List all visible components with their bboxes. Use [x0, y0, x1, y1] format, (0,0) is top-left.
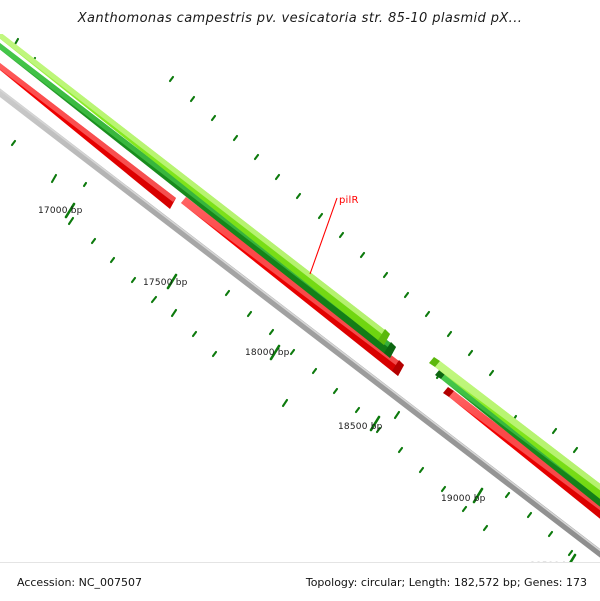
- ruler-tick-label: 17000 bp: [38, 206, 83, 216]
- ruler-backbone: [0, 88, 600, 558]
- gene-label-pilR[interactable]: pilR: [339, 195, 359, 206]
- page-title: Xanthomonas campestris pv. vesicatoria s…: [77, 11, 523, 26]
- gene-leader-line-pilR: [309, 197, 338, 275]
- ruler-major-ticks: [64, 202, 577, 562]
- feature-band-red[interactable]: [0, 53, 600, 530]
- status-genome-summary: Topology: circular; Length: 182,572 bp; …: [305, 576, 587, 589]
- genome-map-graphic: [0, 34, 600, 562]
- title-bar: Xanthomonas campestris pv. vesicatoria s…: [0, 0, 600, 34]
- ruler-tick-label: 17500 bp: [143, 278, 188, 288]
- ruler-tick-label: 18500 bp: [338, 422, 383, 432]
- feature-band-bright-green[interactable]: [0, 34, 600, 510]
- status-accession: Accession: NC_007507: [17, 576, 143, 589]
- ruler-tick-label: 18000 bp: [245, 348, 290, 358]
- genome-map-canvas[interactable]: 17000 bp 17500 bp 18000 bp 18500 bp 1900…: [0, 34, 600, 562]
- status-bar: Accession: NC_007507 Topology: circular;…: [0, 562, 600, 601]
- ruler-minor-ticks: [10, 37, 579, 557]
- ruler-tick-label: 19500 bp: [530, 561, 575, 562]
- ruler-tick-label: 19000 bp: [441, 494, 486, 504]
